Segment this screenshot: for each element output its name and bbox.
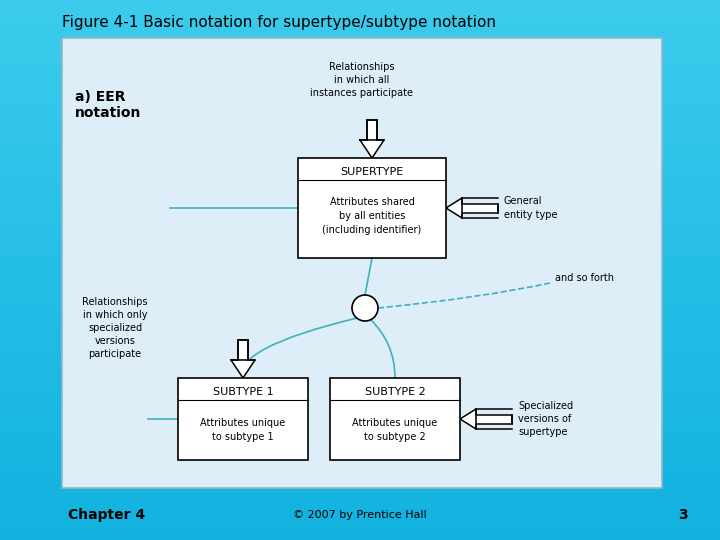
- Text: SUBTYPE 1: SUBTYPE 1: [212, 387, 274, 397]
- Polygon shape: [231, 360, 255, 378]
- FancyBboxPatch shape: [298, 158, 446, 258]
- Text: SUPERTYPE: SUPERTYPE: [341, 167, 404, 177]
- Text: Attributes unique
to subtype 1: Attributes unique to subtype 1: [200, 418, 286, 442]
- Circle shape: [352, 295, 378, 321]
- Polygon shape: [446, 198, 462, 218]
- Text: Chapter 4: Chapter 4: [68, 508, 145, 522]
- Text: SUBTYPE 2: SUBTYPE 2: [364, 387, 426, 397]
- Text: a) EER
notation: a) EER notation: [75, 90, 141, 120]
- FancyBboxPatch shape: [462, 204, 498, 213]
- Text: Attributes unique
to subtype 2: Attributes unique to subtype 2: [352, 418, 438, 442]
- Text: © 2007 by Prentice Hall: © 2007 by Prentice Hall: [293, 510, 427, 520]
- FancyBboxPatch shape: [238, 340, 248, 360]
- Text: Attributes shared
by all entities
(including identifier): Attributes shared by all entities (inclu…: [323, 197, 422, 235]
- Text: Relationships
in which only
specialized
versions
participate: Relationships in which only specialized …: [82, 296, 148, 360]
- FancyBboxPatch shape: [476, 415, 512, 423]
- Polygon shape: [460, 409, 476, 429]
- Text: Specialized
versions of
supertype: Specialized versions of supertype: [518, 401, 573, 437]
- Text: 3: 3: [678, 508, 688, 522]
- FancyBboxPatch shape: [330, 378, 460, 460]
- FancyBboxPatch shape: [366, 120, 377, 140]
- FancyBboxPatch shape: [62, 38, 662, 488]
- Polygon shape: [360, 140, 384, 158]
- FancyBboxPatch shape: [178, 378, 308, 460]
- Text: Figure 4-1 Basic notation for supertype/subtype notation: Figure 4-1 Basic notation for supertype/…: [62, 15, 496, 30]
- Text: and so forth: and so forth: [555, 273, 614, 283]
- Text: General
entity type: General entity type: [504, 197, 557, 220]
- Text: Relationships
in which all
instances participate: Relationships in which all instances par…: [310, 62, 413, 98]
